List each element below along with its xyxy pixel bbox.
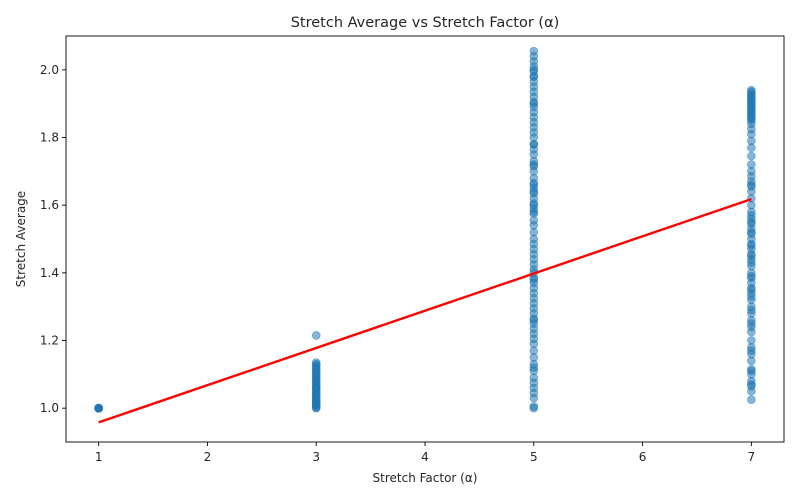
data-point — [747, 271, 756, 281]
x-tick-label: 7 — [748, 450, 756, 464]
y-tick-label: 1.6 — [40, 198, 59, 212]
data-point — [747, 319, 756, 328]
data-point — [747, 227, 756, 237]
data-point — [747, 87, 756, 97]
data-point — [529, 139, 539, 149]
data-point — [747, 241, 756, 251]
y-tick-label: 1.0 — [40, 401, 59, 415]
trend-layer — [98, 197, 752, 424]
data-point — [529, 46, 539, 56]
data-point — [529, 160, 539, 169]
data-point — [747, 366, 756, 376]
data-point — [529, 180, 539, 190]
data-point — [311, 383, 321, 393]
x-tick-label: 2 — [204, 450, 212, 464]
data-point — [529, 315, 539, 325]
y-tick-label: 1.2 — [40, 334, 59, 348]
data-point — [747, 292, 756, 301]
data-point — [529, 363, 539, 372]
data-point — [747, 151, 756, 161]
data-point — [529, 403, 539, 413]
data-point — [529, 275, 539, 284]
data-point — [94, 403, 103, 413]
data-point — [747, 160, 756, 169]
data-point — [747, 395, 756, 405]
y-tick-label: 1.8 — [40, 131, 59, 145]
x-tick-label: 6 — [639, 450, 647, 464]
data-point — [311, 358, 321, 367]
x-axis-label: Stretch Factor (α) — [373, 471, 478, 485]
data-point — [529, 99, 539, 108]
data-point — [747, 305, 756, 315]
data-point — [529, 65, 539, 75]
data-point — [529, 200, 539, 210]
x-tick-label: 5 — [530, 450, 538, 464]
x-tick-label: 4 — [421, 450, 429, 464]
y-axis-label: Stretch Average — [14, 191, 28, 287]
x-tick-label: 1 — [95, 450, 103, 464]
data-point — [747, 346, 756, 355]
points-layer — [94, 46, 756, 413]
data-point — [747, 380, 756, 389]
data-point — [747, 211, 756, 220]
trend-line — [98, 197, 752, 424]
x-axis-ticks: 1 2 3 4 5 6 7 — [95, 442, 755, 464]
data-point — [747, 258, 756, 267]
y-tick-label: 2.0 — [40, 63, 59, 77]
y-axis-ticks: 1.0 1.2 1.4 1.6 1.8 2.0 — [40, 63, 66, 415]
y-tick-label: 1.4 — [40, 266, 59, 280]
data-point — [311, 331, 321, 340]
data-point — [747, 336, 756, 345]
chart-title: Stretch Average vs Stretch Factor (α) — [291, 15, 560, 31]
plot-area-frame — [65, 35, 785, 443]
x-tick-label: 3 — [312, 450, 320, 464]
data-point — [747, 180, 756, 190]
